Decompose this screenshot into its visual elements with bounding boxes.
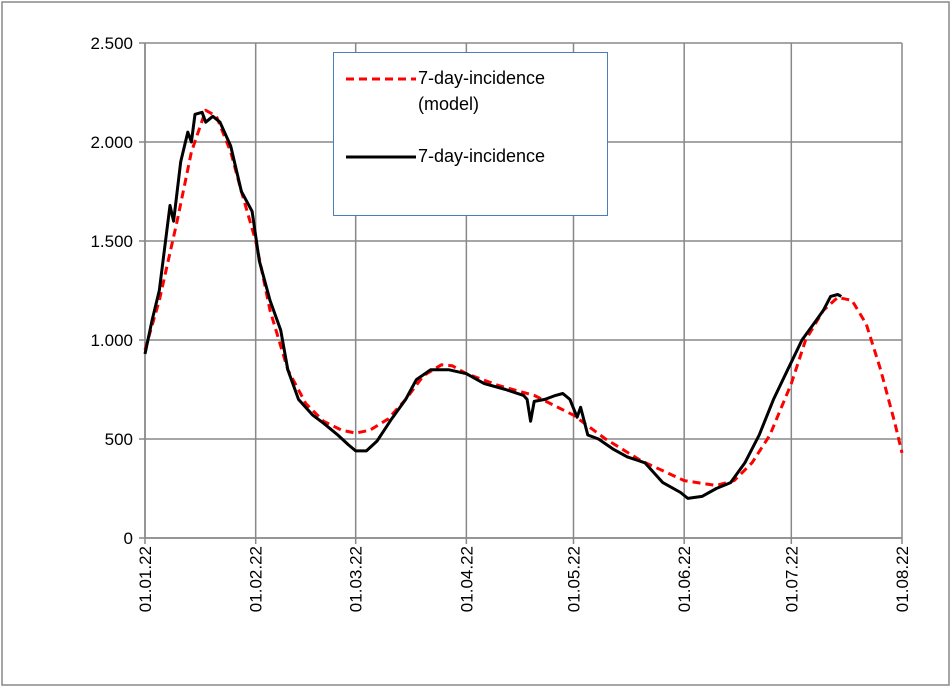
- x-tick-label: 01.07.22: [782, 546, 801, 612]
- y-tick-label: 0: [124, 529, 133, 548]
- x-tick-label: 01.04.22: [457, 546, 476, 612]
- legend-swatch: [346, 155, 416, 159]
- y-tick-label: 2.500: [90, 34, 133, 53]
- legend-swatch: [346, 77, 416, 81]
- y-tick-label: 1.500: [90, 232, 133, 251]
- data-line: [143, 110, 843, 500]
- legend-label: 7-day-incidence (model): [418, 68, 546, 114]
- x-tick-label: 01.06.22: [675, 546, 694, 612]
- legend-item: 7-day-incidence: [344, 143, 598, 169]
- legend-label: 7-day-incidence: [418, 146, 546, 166]
- y-tick-label: 2.000: [90, 133, 133, 152]
- x-tick-label: 01.02.22: [247, 546, 266, 612]
- legend: 7-day-incidence (model) 7-day-incidence: [333, 52, 608, 216]
- x-tick-label: 01.01.22: [136, 546, 155, 612]
- y-tick-label: 500: [105, 430, 133, 449]
- y-tick-label: 1.000: [90, 331, 133, 350]
- x-tick-label: 01.05.22: [564, 546, 583, 612]
- x-tick-label: 01.08.22: [893, 546, 912, 612]
- x-tick-label: 01.03.22: [347, 546, 366, 612]
- legend-item: 7-day-incidence (model): [344, 65, 598, 117]
